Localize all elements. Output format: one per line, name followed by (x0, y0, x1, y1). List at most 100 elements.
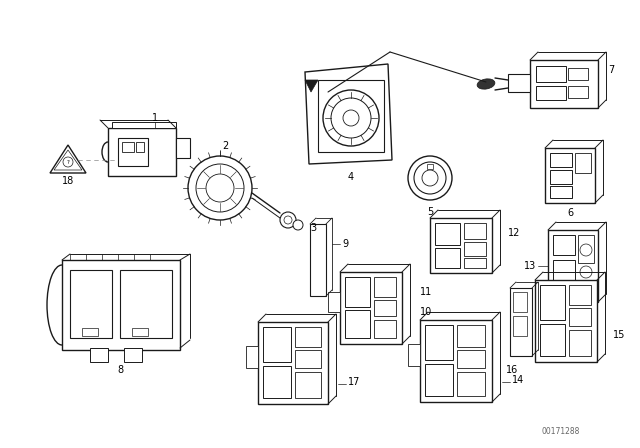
Bar (569, 308, 591, 326)
Bar (82, 328, 98, 336)
Circle shape (284, 216, 292, 224)
Circle shape (188, 156, 252, 220)
Bar (430, 218, 492, 273)
Bar (513, 292, 527, 312)
Bar (464, 223, 486, 239)
Bar (536, 66, 566, 82)
Polygon shape (305, 80, 318, 92)
Bar (90, 348, 108, 362)
Bar (569, 330, 591, 356)
Bar (510, 288, 532, 356)
Text: 14: 14 (512, 375, 524, 385)
Bar (508, 74, 530, 92)
Polygon shape (50, 145, 86, 173)
Text: 17: 17 (348, 377, 360, 387)
Bar (550, 186, 572, 198)
Bar (540, 285, 565, 320)
Text: 12: 12 (508, 228, 520, 238)
Bar (425, 325, 453, 360)
Bar (427, 164, 433, 169)
Bar (132, 328, 148, 336)
Text: 6: 6 (567, 208, 573, 218)
Bar (295, 372, 321, 398)
Bar (420, 320, 492, 402)
Circle shape (414, 162, 446, 194)
Bar (550, 170, 572, 184)
Circle shape (196, 164, 244, 212)
Bar (263, 366, 291, 398)
Text: 18: 18 (62, 176, 74, 186)
Bar (568, 68, 588, 80)
Bar (513, 316, 527, 336)
Bar (374, 277, 396, 297)
Bar (550, 153, 572, 167)
Circle shape (580, 266, 592, 278)
Bar (457, 350, 485, 368)
Bar (295, 350, 321, 368)
Text: 00171288: 00171288 (541, 427, 580, 436)
Bar (553, 282, 575, 296)
Bar (425, 364, 453, 396)
Text: 1: 1 (152, 113, 158, 123)
Bar (340, 272, 402, 344)
Bar (108, 128, 176, 176)
Ellipse shape (477, 79, 495, 89)
Bar (345, 310, 370, 338)
Circle shape (280, 212, 296, 228)
Circle shape (331, 98, 371, 138)
Bar (457, 325, 485, 347)
Bar (545, 148, 595, 203)
Bar (136, 142, 144, 152)
Bar (328, 292, 340, 312)
Bar (408, 344, 420, 366)
Bar (435, 248, 460, 268)
Bar (540, 324, 565, 356)
Bar (120, 270, 172, 338)
Bar (548, 230, 598, 302)
Text: 11: 11 (420, 287, 432, 297)
Bar (374, 320, 396, 338)
Circle shape (580, 244, 592, 256)
Bar (575, 153, 591, 173)
Bar (535, 280, 597, 362)
Text: 7: 7 (608, 65, 614, 75)
Circle shape (422, 170, 438, 186)
Bar (310, 224, 326, 296)
Text: 13: 13 (524, 261, 536, 271)
Polygon shape (54, 150, 82, 170)
Circle shape (293, 220, 303, 230)
Bar (578, 235, 594, 263)
Text: 3: 3 (310, 223, 316, 233)
Bar (246, 346, 258, 368)
Text: ?: ? (67, 159, 69, 164)
Bar (62, 260, 180, 350)
Text: 16: 16 (506, 365, 518, 375)
Bar (295, 327, 321, 347)
Bar (553, 235, 575, 255)
Polygon shape (305, 64, 392, 164)
Bar (536, 86, 566, 100)
Bar (258, 322, 328, 404)
Bar (464, 242, 486, 256)
Bar (464, 258, 486, 268)
Circle shape (63, 157, 73, 167)
Text: 10: 10 (420, 307, 432, 317)
Bar (263, 327, 291, 362)
Text: 2: 2 (222, 141, 228, 151)
Bar (457, 372, 485, 396)
Bar (435, 223, 460, 245)
Bar (70, 270, 112, 338)
Text: 9: 9 (342, 239, 348, 249)
Bar (553, 260, 575, 280)
Bar (176, 138, 190, 158)
Bar (345, 277, 370, 307)
Text: 5: 5 (427, 207, 433, 217)
Bar (122, 142, 134, 152)
Text: 8: 8 (117, 365, 123, 375)
Circle shape (206, 174, 234, 202)
Bar (374, 300, 396, 316)
Circle shape (343, 110, 359, 126)
Text: 4: 4 (348, 172, 354, 182)
Bar (118, 138, 148, 166)
Text: 15: 15 (613, 330, 625, 340)
